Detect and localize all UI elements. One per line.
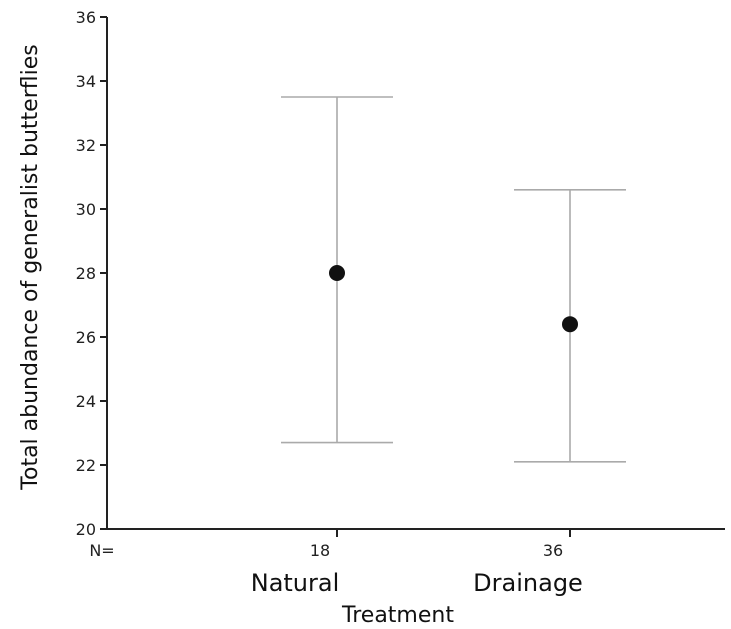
y-tick-label: 22: [76, 456, 96, 475]
n-value-label: 18: [310, 541, 330, 560]
mean-point: [562, 316, 578, 333]
y-tick-label: 28: [76, 264, 96, 283]
y-tick-label: 30: [76, 200, 96, 219]
n-prefix-label: N=: [89, 541, 114, 560]
y-tick-label: 32: [76, 136, 96, 155]
category-label: Natural: [251, 569, 340, 597]
y-axis-title: Total abundance of generalist butterflie…: [18, 44, 43, 490]
y-tick-label: 24: [76, 392, 96, 411]
y-axis: 20 22 24 26 28 30 32 34 36: [76, 8, 108, 539]
errorbar-group: [514, 189, 626, 463]
y-tick-label: 36: [76, 8, 96, 27]
category-label: Drainage: [473, 569, 583, 597]
y-tick-label: 20: [76, 520, 96, 539]
x-axis: 18 Natural 36 Drainage: [107, 528, 725, 597]
y-tick-label: 26: [76, 328, 96, 347]
errorbar-group: [281, 96, 393, 444]
y-tick-label: 34: [76, 72, 96, 91]
mean-point: [329, 265, 345, 281]
x-axis-title: Treatment: [341, 603, 454, 628]
n-value-label: 36: [543, 541, 563, 560]
series-group: [281, 96, 626, 463]
